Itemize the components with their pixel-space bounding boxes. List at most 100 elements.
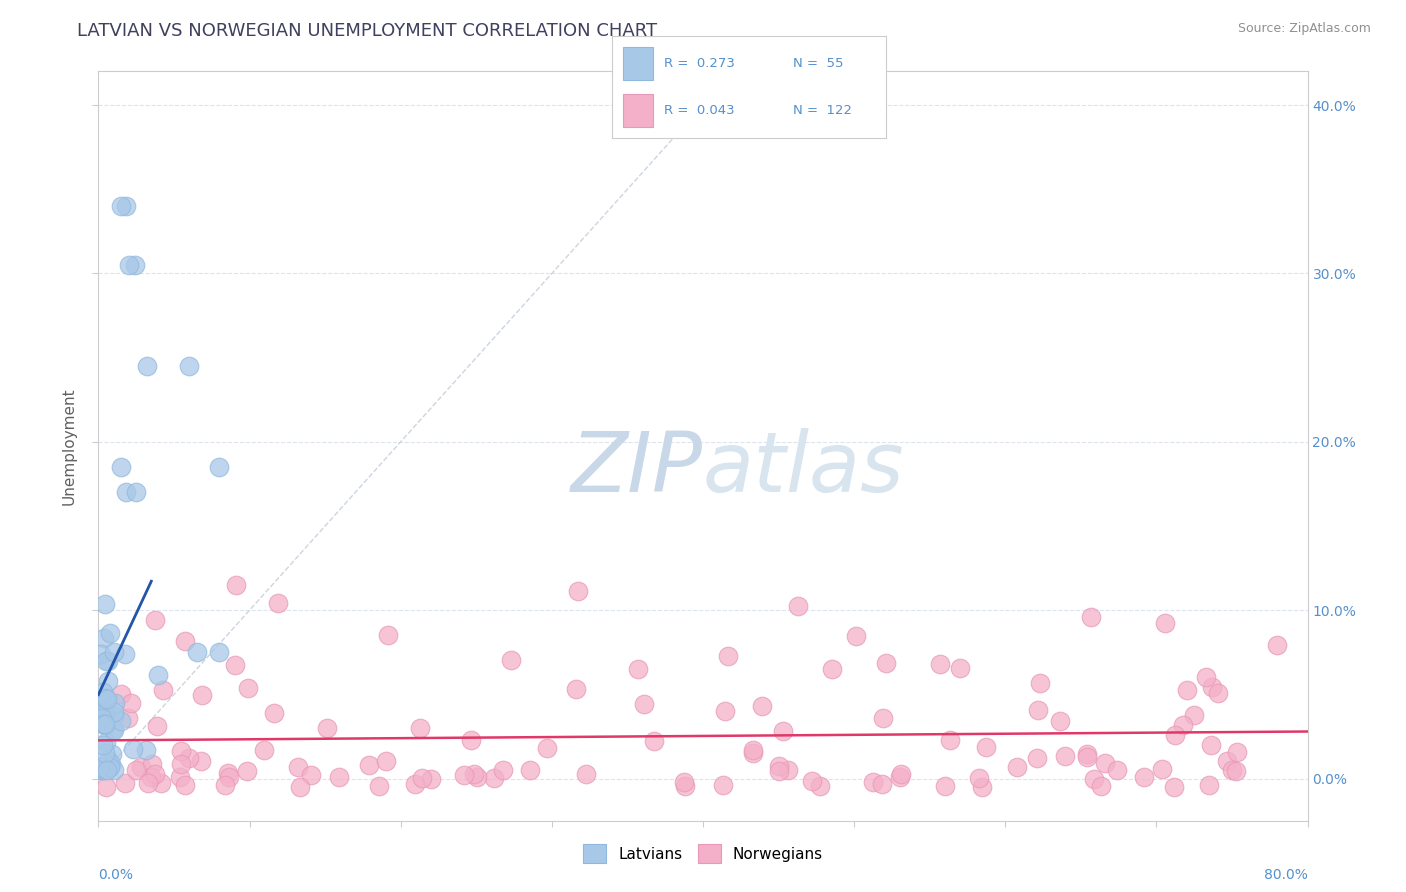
Point — [236, 681, 259, 695]
Point — [90, 647, 112, 661]
Point — [1026, 703, 1049, 717]
Point — [1220, 763, 1243, 777]
Point — [519, 763, 541, 777]
Point — [217, 766, 239, 780]
Point — [148, 668, 170, 682]
Point — [97, 674, 120, 689]
Point — [574, 767, 596, 781]
Point — [94, 718, 117, 732]
Y-axis label: Unemployment: Unemployment — [62, 387, 77, 505]
Point — [110, 199, 132, 213]
Point — [218, 770, 240, 784]
Point — [103, 723, 125, 738]
Point — [949, 661, 972, 675]
Point — [1201, 680, 1223, 694]
Point — [114, 485, 136, 500]
Point — [114, 648, 136, 662]
Text: 0.0%: 0.0% — [98, 868, 134, 882]
Point — [1163, 780, 1185, 794]
Point — [808, 779, 831, 793]
Point — [129, 760, 152, 774]
Point — [170, 743, 193, 757]
Point — [94, 597, 117, 611]
Point — [146, 719, 169, 733]
Point — [404, 777, 426, 791]
Point — [93, 706, 115, 720]
Point — [870, 777, 893, 791]
Point — [1199, 738, 1222, 752]
Point — [96, 780, 118, 794]
Bar — [623, 95, 652, 127]
Point — [970, 780, 993, 794]
Point — [103, 709, 125, 723]
Point — [122, 741, 145, 756]
Point — [89, 760, 111, 774]
Point — [110, 460, 132, 475]
Point — [125, 763, 148, 777]
Point — [742, 746, 765, 760]
Point — [103, 763, 125, 777]
Point — [845, 629, 868, 643]
Point — [190, 754, 212, 768]
Point — [91, 685, 114, 699]
Point — [776, 763, 799, 777]
Point — [1076, 747, 1098, 761]
Point — [1090, 779, 1112, 793]
Text: R =  0.273: R = 0.273 — [664, 57, 734, 70]
Point — [1150, 762, 1173, 776]
Point — [104, 696, 127, 710]
Point — [91, 716, 114, 731]
Point — [125, 485, 148, 500]
Point — [177, 751, 200, 765]
Point — [110, 687, 132, 701]
Point — [110, 714, 132, 729]
Point — [143, 766, 166, 780]
Point — [94, 691, 117, 706]
Point — [1105, 763, 1128, 777]
Point — [453, 768, 475, 782]
Point — [460, 733, 482, 747]
Point — [169, 757, 191, 772]
Point — [939, 732, 962, 747]
Point — [93, 694, 115, 708]
Point — [1153, 615, 1175, 630]
Point — [186, 645, 208, 659]
Point — [96, 735, 118, 749]
Point — [136, 776, 159, 790]
Point — [117, 711, 139, 725]
Point — [377, 628, 399, 642]
Point — [768, 764, 790, 778]
Point — [90, 763, 112, 777]
Point — [1133, 770, 1156, 784]
Point — [267, 596, 290, 610]
Text: atlas: atlas — [703, 428, 904, 509]
Point — [214, 778, 236, 792]
Point — [103, 705, 125, 719]
Point — [565, 681, 588, 696]
Point — [800, 774, 823, 789]
Point — [90, 711, 112, 725]
Point — [135, 359, 157, 373]
Point — [96, 692, 118, 706]
Text: 80.0%: 80.0% — [1264, 868, 1308, 882]
Point — [890, 767, 912, 781]
Point — [929, 657, 952, 671]
Point — [787, 599, 810, 614]
Point — [889, 771, 911, 785]
Point — [236, 764, 259, 779]
Point — [150, 776, 173, 790]
Point — [114, 199, 136, 213]
Point — [152, 683, 174, 698]
Point — [1216, 754, 1239, 768]
Legend: Latvians, Norwegians: Latvians, Norwegians — [576, 838, 830, 869]
Point — [101, 747, 124, 761]
Point — [263, 706, 285, 720]
Text: ZIP: ZIP — [571, 428, 703, 509]
Point — [299, 768, 322, 782]
Point — [643, 734, 665, 748]
Text: R =  0.043: R = 0.043 — [664, 104, 734, 117]
Point — [143, 613, 166, 627]
Point — [492, 764, 515, 778]
Point — [872, 711, 894, 725]
Point — [1076, 750, 1098, 764]
